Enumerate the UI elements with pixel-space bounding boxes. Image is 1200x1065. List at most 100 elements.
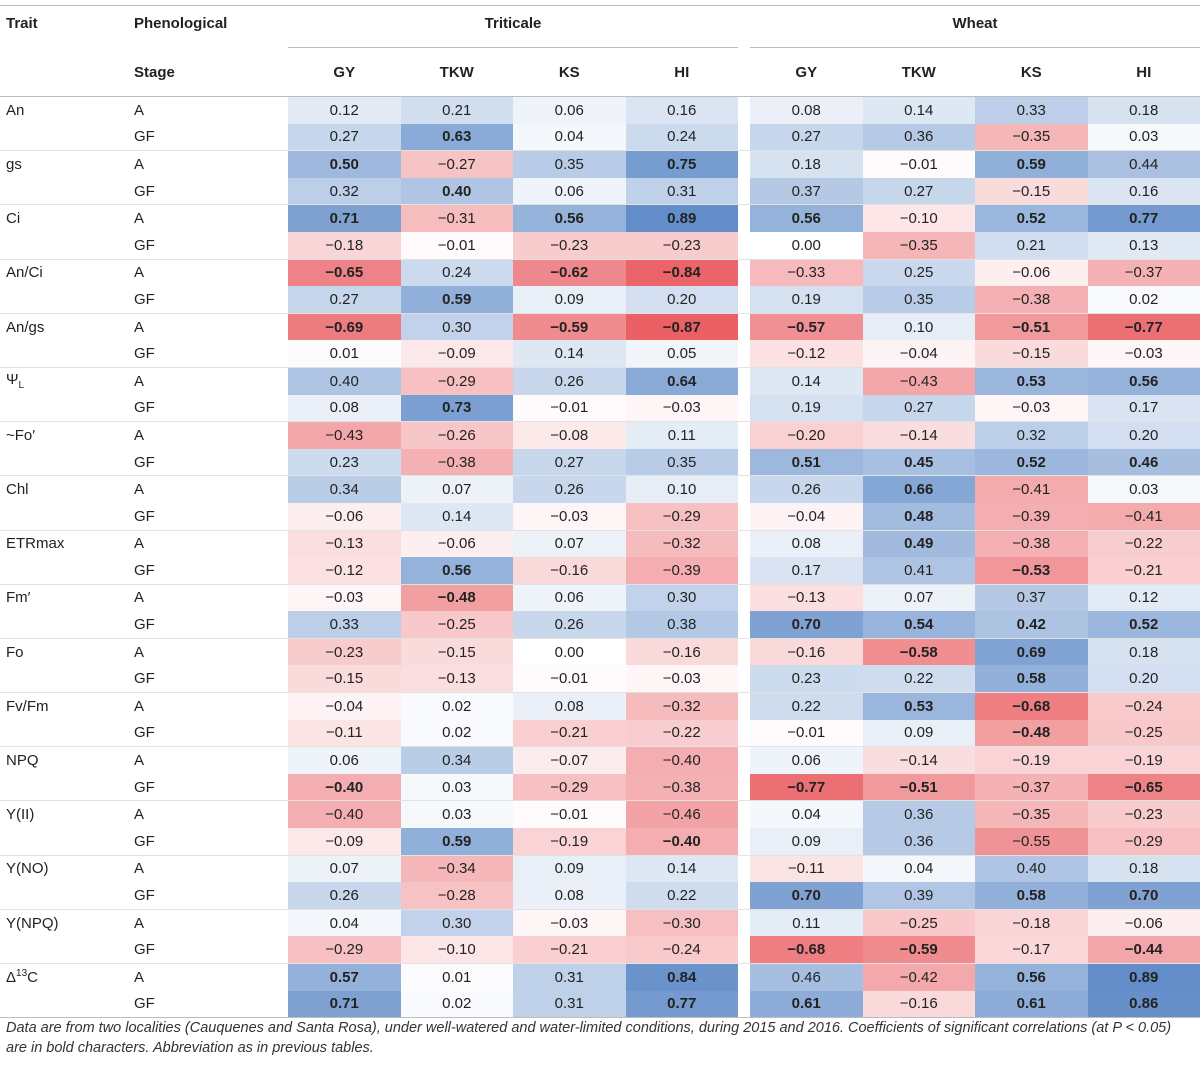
correlation-cell: 0.26 xyxy=(513,366,626,395)
correlation-cell: −0.16 xyxy=(862,990,975,1019)
correlation-cell: −0.35 xyxy=(862,231,975,259)
correlation-cell: 0.30 xyxy=(400,312,513,341)
correlation-cell: −0.58 xyxy=(862,637,975,666)
correlation-cell: 0.52 xyxy=(975,204,1088,232)
row-trait: Fv/Fm xyxy=(0,692,128,720)
correlation-cell: 0.04 xyxy=(288,908,401,937)
correlation-cell: −0.07 xyxy=(513,746,626,774)
correlation-cell: −0.37 xyxy=(1087,258,1200,287)
correlation-cell: −0.29 xyxy=(513,773,626,801)
correlation-cell: −0.38 xyxy=(625,773,738,801)
correlation-cell: 0.10 xyxy=(625,475,738,503)
correlation-cell: −0.06 xyxy=(400,529,513,558)
row-stage: A xyxy=(128,800,288,828)
correlation-cell: −0.10 xyxy=(400,936,513,963)
correlation-cell: 0.45 xyxy=(862,448,975,476)
correlation-cell: 0.22 xyxy=(625,882,738,909)
correlation-cell: 0.89 xyxy=(1087,963,1200,991)
row-stage: GF xyxy=(134,290,155,308)
correlation-cell: 0.40 xyxy=(975,854,1088,883)
table-row: An/gs A −0.69 0.30 −0.59 −0.87 −0.57 0.10 −0.51−… xyxy=(0,312,1200,341)
correlation-cell: 0.42 xyxy=(975,611,1088,638)
correlation-cell: 0.66 xyxy=(862,475,975,503)
correlation-cell: 0.64 xyxy=(625,366,738,395)
correlation-cell: −0.18 xyxy=(975,908,1088,937)
correlation-cell: 0.46 xyxy=(750,963,863,991)
row-stage: GF xyxy=(134,507,155,525)
row-stage: GF xyxy=(134,670,155,688)
correlation-cell: −0.29 xyxy=(400,366,513,395)
correlation-cell: −0.03 xyxy=(513,908,626,937)
correlation-cell: 0.04 xyxy=(750,800,863,829)
correlation-cell: −0.41 xyxy=(1087,502,1200,530)
correlation-cell: 0.03 xyxy=(1087,475,1200,503)
row-stage: GF xyxy=(134,561,155,579)
correlation-cell: −0.31 xyxy=(400,204,513,232)
correlation-cell: 0.53 xyxy=(975,366,1088,395)
row-stage: A xyxy=(128,746,288,774)
col-header-triticale-ks: KS xyxy=(513,48,626,97)
correlation-cell: −0.13 xyxy=(750,583,863,612)
row-trait: An/Ci xyxy=(0,258,128,287)
correlation-cell: −0.33 xyxy=(750,258,863,287)
table-row: GF 0.23 −0.38 0.27 0.35 0.51 0.45 0.52 0.46 xyxy=(0,448,1200,476)
correlation-cell: 0.56 xyxy=(513,204,626,232)
correlation-cell: −0.65 xyxy=(1087,773,1200,801)
correlation-cell: 0.02 xyxy=(400,990,513,1019)
correlation-cell: −0.13 xyxy=(288,529,401,558)
correlation-cell: −0.41 xyxy=(975,475,1088,503)
correlation-cell: 0.09 xyxy=(750,828,863,855)
row-trait: Chl xyxy=(0,475,128,503)
correlation-cell: 0.27 xyxy=(862,177,975,205)
correlation-cell: 0.26 xyxy=(513,611,626,638)
correlation-cell: 0.24 xyxy=(400,258,513,287)
correlation-cell: −0.03 xyxy=(975,394,1088,422)
table-row: Fo A −0.23 −0.15 0.00 −0.16 −0.16 −0.58 0.69 0.18 xyxy=(0,637,1200,666)
correlation-cell: −0.26 xyxy=(400,421,513,449)
correlation-cell: 0.00 xyxy=(513,637,626,666)
correlation-cell: 0.27 xyxy=(513,448,626,476)
correlation-cell: 0.36 xyxy=(862,800,975,829)
table-row: GF 0.26 −0.28 0.08 0.22 0.70 0.39 0.58 0.70 xyxy=(0,882,1200,909)
table-body: An A 0.12 0.21 0.06 0.16 0.08 0.14 0.33 0.18 GF 0.2… xyxy=(0,97,1200,1019)
correlation-cell: −0.08 xyxy=(513,421,626,449)
table-row: Fm′ A −0.03 −0.48 0.06 0.30 −0.13 0.07 0.37 0.12 xyxy=(0,583,1200,612)
correlation-cell: −0.68 xyxy=(750,936,863,963)
correlation-cell: −0.44 xyxy=(1087,936,1200,963)
correlation-cell: −0.39 xyxy=(975,502,1088,530)
correlation-cell: −0.03 xyxy=(288,583,401,612)
correlation-cell: 0.59 xyxy=(400,828,513,855)
correlation-cell: −0.23 xyxy=(1087,800,1200,829)
correlation-cell: 0.44 xyxy=(1087,150,1200,178)
correlation-cell: 0.31 xyxy=(513,990,626,1019)
correlation-cell: 0.51 xyxy=(750,448,863,476)
row-stage: A xyxy=(128,637,288,666)
correlation-cell: 0.69 xyxy=(975,637,1088,666)
correlation-cell: −0.14 xyxy=(862,421,975,449)
correlation-cell: 0.03 xyxy=(1087,123,1200,151)
correlation-cell: 0.09 xyxy=(513,854,626,883)
correlation-cell: −0.77 xyxy=(750,773,863,801)
correlation-cell: −0.43 xyxy=(862,366,975,395)
table-row: ΨL A 0.40 −0.29 0.26 0.64 0.14 −0.43 0.53 0.56 xyxy=(0,366,1200,395)
correlation-cell: −0.29 xyxy=(625,502,738,530)
correlation-cell: 0.37 xyxy=(975,583,1088,612)
correlation-table: Trait Phenological Triticale Wheat Stage… xyxy=(0,6,1200,1019)
correlation-cell: −0.40 xyxy=(288,773,401,801)
correlation-cell: 0.18 xyxy=(1087,637,1200,666)
row-stage: A xyxy=(128,204,288,232)
row-trait xyxy=(0,503,128,530)
table-row: GF −0.40 0.03 −0.29 −0.38 −0.77 −0.51 −0.37 −0.6… xyxy=(0,773,1200,801)
correlation-cell: 0.08 xyxy=(513,882,626,909)
correlation-cell: 0.73 xyxy=(400,394,513,422)
correlation-cell: 0.01 xyxy=(288,340,401,367)
correlation-cell: −0.19 xyxy=(1087,746,1200,774)
correlation-cell: 0.11 xyxy=(750,908,863,937)
correlation-cell: 0.07 xyxy=(513,529,626,558)
correlation-cell: 0.07 xyxy=(400,475,513,503)
correlation-cell: −0.40 xyxy=(625,828,738,855)
table-row: An A 0.12 0.21 0.06 0.16 0.08 0.14 0.33 0.18 xyxy=(0,97,1200,124)
correlation-cell: 0.77 xyxy=(625,990,738,1019)
row-trait xyxy=(0,611,128,638)
correlation-cell: −0.59 xyxy=(862,936,975,963)
